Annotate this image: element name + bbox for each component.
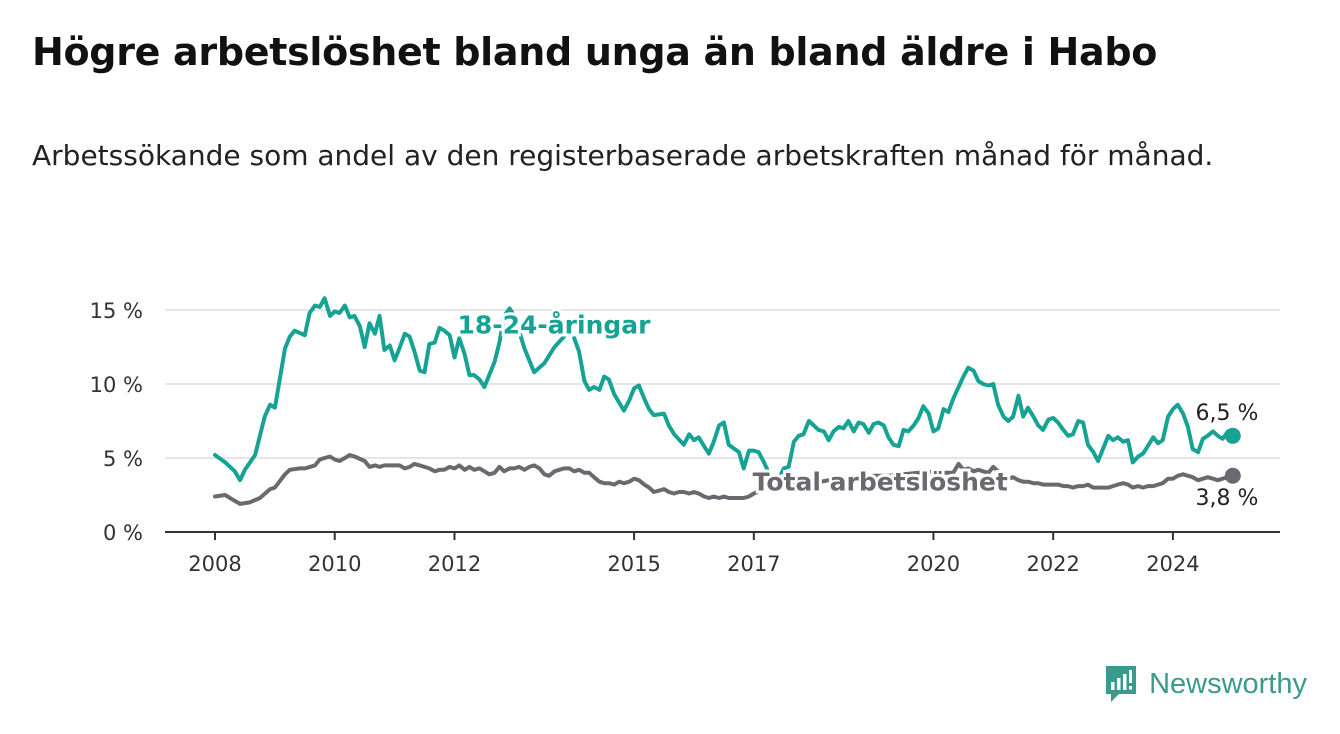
- x-tick-label: 2017: [727, 552, 780, 576]
- series-lines: 3,8 % 6,5 %: [213, 296, 1259, 511]
- x-tick-label: 2012: [428, 552, 481, 576]
- series-end-label: 3,8 %: [1196, 486, 1259, 511]
- chart-subtitle: Arbetssökande som andel av den registerb…: [32, 139, 1214, 172]
- newsworthy-logo-icon: [1106, 666, 1137, 702]
- y-tick-label: 10 %: [90, 373, 143, 397]
- x-tick-label: 2020: [907, 552, 960, 576]
- gridlines: [165, 309, 1280, 459]
- series-annotation: 18-24-åringar: [457, 311, 651, 340]
- y-tick-label: 15 %: [90, 299, 143, 323]
- x-tick-label: 2010: [308, 552, 361, 576]
- series-annotation: Total arbetslöshet: [753, 468, 1008, 497]
- x-tick-label: 2015: [607, 552, 660, 576]
- x-axis: 2008 2010 2012 2015 2017 2020 2022 2024: [165, 531, 1280, 576]
- x-tick-label: 2024: [1146, 552, 1199, 576]
- series-line-total: [213, 453, 1235, 506]
- series-line-youth: [213, 296, 1235, 483]
- series-end-point: [1224, 427, 1241, 444]
- series-end-label: 6,5 %: [1196, 401, 1259, 426]
- x-tick-label: 2008: [188, 552, 241, 576]
- newsworthy-logo[interactable]: Newsworthy: [1103, 664, 1307, 704]
- series-annotations: 18-24-åringar Total arbetslöshet: [454, 308, 1010, 500]
- chart-title: Högre arbetslöshet bland unga än bland ä…: [32, 30, 1158, 74]
- x-tick-label: 2022: [1026, 552, 1079, 576]
- series-end-point: [1224, 467, 1241, 484]
- logo-text: Newsworthy: [1149, 667, 1307, 700]
- y-tick-label: 5 %: [103, 447, 143, 471]
- y-tick-label: 0 %: [103, 521, 143, 545]
- y-axis-ticks: 0 % 5 % 10 % 15 %: [90, 299, 143, 545]
